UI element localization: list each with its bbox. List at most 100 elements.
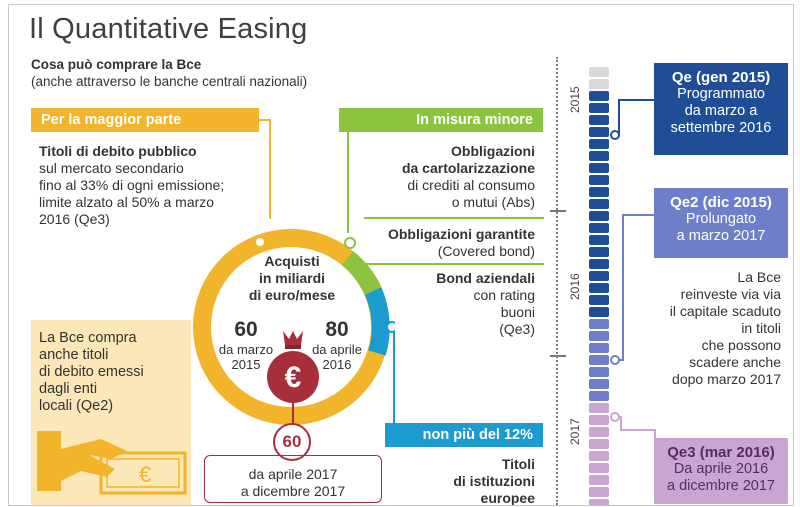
donut-ring <box>193 229 395 425</box>
month-block <box>589 211 609 221</box>
value-60-line-1: 2015 <box>231 357 261 372</box>
qe3-box: Qe3 (mar 2016) Da aprile 2016 a dicembre… <box>654 438 788 504</box>
month-block <box>589 115 609 125</box>
euro-sign-bag: € <box>284 361 302 394</box>
month-block <box>589 451 609 461</box>
month-block <box>589 391 609 401</box>
left-line-0: sul mercato secondario <box>39 160 184 176</box>
month-block <box>589 259 609 269</box>
month-block <box>589 247 609 257</box>
year-tick-2017 <box>550 355 566 357</box>
bce-line-1: anche titoli <box>39 347 109 363</box>
covered-bold: Obbligazioni garantite <box>387 226 535 242</box>
value-80-line-0: da aprile <box>312 342 362 357</box>
month-block <box>589 403 609 413</box>
istituzioni-bold-1: di istituzioni <box>453 473 535 489</box>
bce-line-0: La Bce compra <box>39 330 137 346</box>
center-label-1: in miliardi <box>258 270 326 286</box>
month-block <box>589 379 609 389</box>
center-label-2: di euro/mese <box>248 287 336 303</box>
qe3-line-1: a dicembre 2017 <box>666 478 775 494</box>
value-60-2017-line-0: da aprile 2017 <box>248 466 338 482</box>
month-block <box>589 187 609 197</box>
month-block <box>589 427 609 437</box>
month-block <box>589 271 609 281</box>
value-80-line-1: 2016 <box>322 357 352 372</box>
month-block <box>589 127 609 137</box>
qe2-line-0: Prolungato <box>685 211 757 227</box>
qe2-line-1: a marzo 2017 <box>676 228 766 244</box>
month-block <box>589 163 609 173</box>
qe-line-2: settembre 2016 <box>670 120 772 136</box>
covered-line: (Covered bond) <box>437 243 535 259</box>
month-block <box>589 475 609 485</box>
value-60-2017: 60 <box>282 432 302 451</box>
month-block <box>589 463 609 473</box>
bce-line-4: locali (Qe2) <box>39 398 114 414</box>
page-title: Il Quantitative Easing <box>29 13 308 45</box>
value-60-2017-line-1: a dicembre 2017 <box>240 483 346 499</box>
month-block <box>589 67 609 77</box>
year-tick-2016 <box>550 210 566 212</box>
month-block <box>589 487 609 497</box>
titoli-debito-pubblico: Titoli di debito pubblico <box>39 143 197 159</box>
reinveste-line-2: il capitale scaduto <box>669 303 781 319</box>
month-block <box>589 499 609 505</box>
qe-line-1: da marzo a <box>684 103 758 119</box>
subtitle-normal: (anche attraverso le banche centrali naz… <box>31 74 308 89</box>
month-block <box>589 355 609 365</box>
infographic: Il Quantitative Easing Cosa può comprare… <box>8 4 794 506</box>
month-block <box>589 151 609 161</box>
qe2-title: Qe2 (dic 2015) <box>670 194 772 211</box>
qe-box: Qe (gen 2015) Programmato da marzo a set… <box>654 63 788 155</box>
istituzioni-bold-2: europee <box>480 490 535 506</box>
divider-covered <box>349 263 544 265</box>
reinveste-line-6: dopo marzo 2017 <box>672 371 781 387</box>
qe3-line-0: Da aprile 2016 <box>673 461 769 477</box>
value-60-circle <box>273 423 311 461</box>
month-block <box>589 295 609 305</box>
header-12-percent: non più del 12% <box>385 423 543 447</box>
divider-abs <box>364 217 544 219</box>
month-block <box>589 367 609 377</box>
value-60-line-0: da marzo <box>218 342 274 357</box>
timeline-axis <box>556 57 558 505</box>
header-maggior-parte: Per la maggior parte <box>31 108 259 132</box>
istituzioni-bold-0: Titoli <box>501 456 535 472</box>
reinveste-line-3: in titoli <box>741 320 781 336</box>
abs-bold-0: Obbligazioni <box>451 143 535 159</box>
money-bag-icon <box>267 331 319 405</box>
value-60-2017-box <box>204 455 382 503</box>
reinveste-line-0: La Bce <box>737 269 781 285</box>
month-block <box>589 139 609 149</box>
bond-line-1: buoni <box>500 304 535 320</box>
qe-line-0: Programmato <box>677 86 765 102</box>
qe2-box: Qe2 (dic 2015) Prolungato a marzo 2017 <box>654 188 788 258</box>
bce-line-3: dagli enti <box>39 381 98 397</box>
subtitle-bold: Cosa può comprare la Bce <box>31 57 202 72</box>
reinveste-line-5: scadere anche <box>689 354 781 370</box>
bond-bold: Bond aziendali <box>436 270 535 286</box>
header-misura-minore: In misura minore <box>339 108 543 132</box>
month-block <box>589 235 609 245</box>
abs-line-0: di crediti al consumo <box>407 177 535 193</box>
value-60-2015: 60 <box>234 318 258 341</box>
month-block <box>589 331 609 341</box>
month-block <box>589 283 609 293</box>
month-block <box>589 307 609 317</box>
abs-line-1: o mutui (Abs) <box>451 194 535 210</box>
month-block <box>589 91 609 101</box>
center-label-0: Acquisti <box>264 253 320 269</box>
bce-line-2: di debito emessi <box>39 364 144 380</box>
month-block <box>589 79 609 89</box>
abs-bold-1: da cartolarizzazione <box>401 160 535 176</box>
bond-line-2: (Qe3) <box>499 321 535 337</box>
connector-left <box>259 119 271 219</box>
connector-12 <box>393 331 395 431</box>
value-80-2016: 80 <box>325 318 349 341</box>
reinveste-line-1: reinveste via via <box>680 286 781 302</box>
month-block <box>589 319 609 329</box>
month-block <box>589 103 609 113</box>
hand-banknote-icon <box>37 431 187 495</box>
month-block <box>589 199 609 209</box>
